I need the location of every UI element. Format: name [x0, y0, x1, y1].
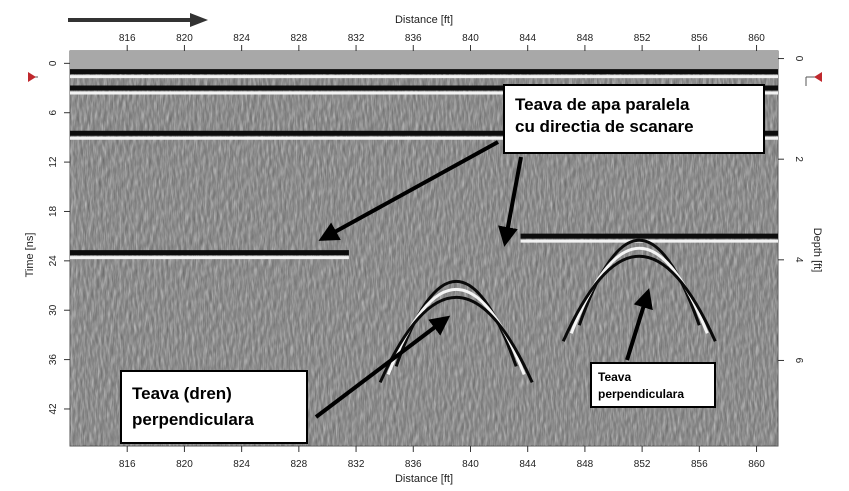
- annotation-arrows: [314, 140, 653, 419]
- annotation-arrow: [314, 315, 451, 419]
- x-tick-label: 816: [119, 459, 136, 470]
- depth-tick-label: 2: [793, 156, 804, 162]
- annotation-arrow: [498, 156, 523, 247]
- x-tick-label: 844: [519, 33, 536, 44]
- callout-drain-pipe: Teava (dren) perpendiculara: [120, 370, 308, 444]
- annotation-arrow: [625, 288, 653, 361]
- x-tick-label: 820: [176, 459, 193, 470]
- hyperbola-reflection: [561, 254, 717, 342]
- y-tick-label: 12: [48, 156, 59, 168]
- x-tick-label: 860: [748, 459, 765, 470]
- x-tick-label: 824: [233, 33, 250, 44]
- x-axis-title-top: Distance [ft]: [395, 14, 453, 26]
- callout-line: Teava (dren): [132, 384, 232, 403]
- callout-line: cu directia de scanare: [515, 117, 694, 136]
- x-tick-label: 832: [348, 33, 365, 44]
- x-tick-label: 856: [691, 33, 708, 44]
- y-tick-label: 30: [48, 304, 59, 316]
- x-tick-label: 840: [462, 33, 479, 44]
- depth-tick-label: 4: [793, 257, 804, 263]
- x-tick-label: 836: [405, 459, 422, 470]
- y-tick-label: 42: [48, 403, 59, 415]
- callout-line: Teava de apa paralela: [515, 95, 690, 114]
- hyperbola-reflection: [378, 295, 534, 384]
- callout-line: Teava: [598, 370, 632, 384]
- y-tick-label: 18: [48, 205, 59, 217]
- y-tick-label: 6: [48, 110, 59, 116]
- x-tick-label: 844: [519, 459, 536, 470]
- x-tick-label: 820: [176, 33, 193, 44]
- x-tick-label: 832: [348, 459, 365, 470]
- y-axis-title-right: Depth [ft]: [811, 228, 823, 273]
- callout-line: perpendiculara: [598, 387, 685, 401]
- x-axis-title-bottom: Distance [ft]: [395, 473, 453, 485]
- x-tick-label: 828: [291, 33, 308, 44]
- x-tick-label: 860: [748, 33, 765, 44]
- depth-tick-label: 6: [793, 358, 804, 364]
- x-tick-label: 824: [233, 459, 250, 470]
- air-band: [70, 51, 778, 73]
- x-tick-label: 828: [291, 459, 308, 470]
- y-axis-title-left: Time [ns]: [24, 233, 36, 278]
- y-tick-label: 24: [48, 255, 59, 267]
- x-tick-label: 848: [577, 33, 594, 44]
- x-tick-label: 836: [405, 33, 422, 44]
- x-tick-label: 840: [462, 459, 479, 470]
- callout-perpendicular-pipe: Teava perpendiculara: [590, 362, 716, 408]
- x-tick-label: 856: [691, 459, 708, 470]
- y-tick-label: 36: [48, 354, 59, 366]
- callout-line: perpendiculara: [132, 410, 254, 429]
- annotation-arrow: [318, 140, 499, 241]
- callout-parallel-pipe: Teava de apa paralela cu directia de sca…: [503, 84, 765, 154]
- red-triangle-marker-icon: [28, 72, 38, 82]
- x-tick-label: 852: [634, 459, 651, 470]
- x-tick-label: 848: [577, 459, 594, 470]
- y-tick-label: 0: [48, 60, 59, 66]
- depth-tick-label: 0: [793, 56, 804, 62]
- x-tick-label: 816: [119, 33, 136, 44]
- scan-direction-arrow-icon: [68, 13, 208, 27]
- x-tick-label: 852: [634, 33, 651, 44]
- red-triangle-marker-icon: [805, 72, 822, 86]
